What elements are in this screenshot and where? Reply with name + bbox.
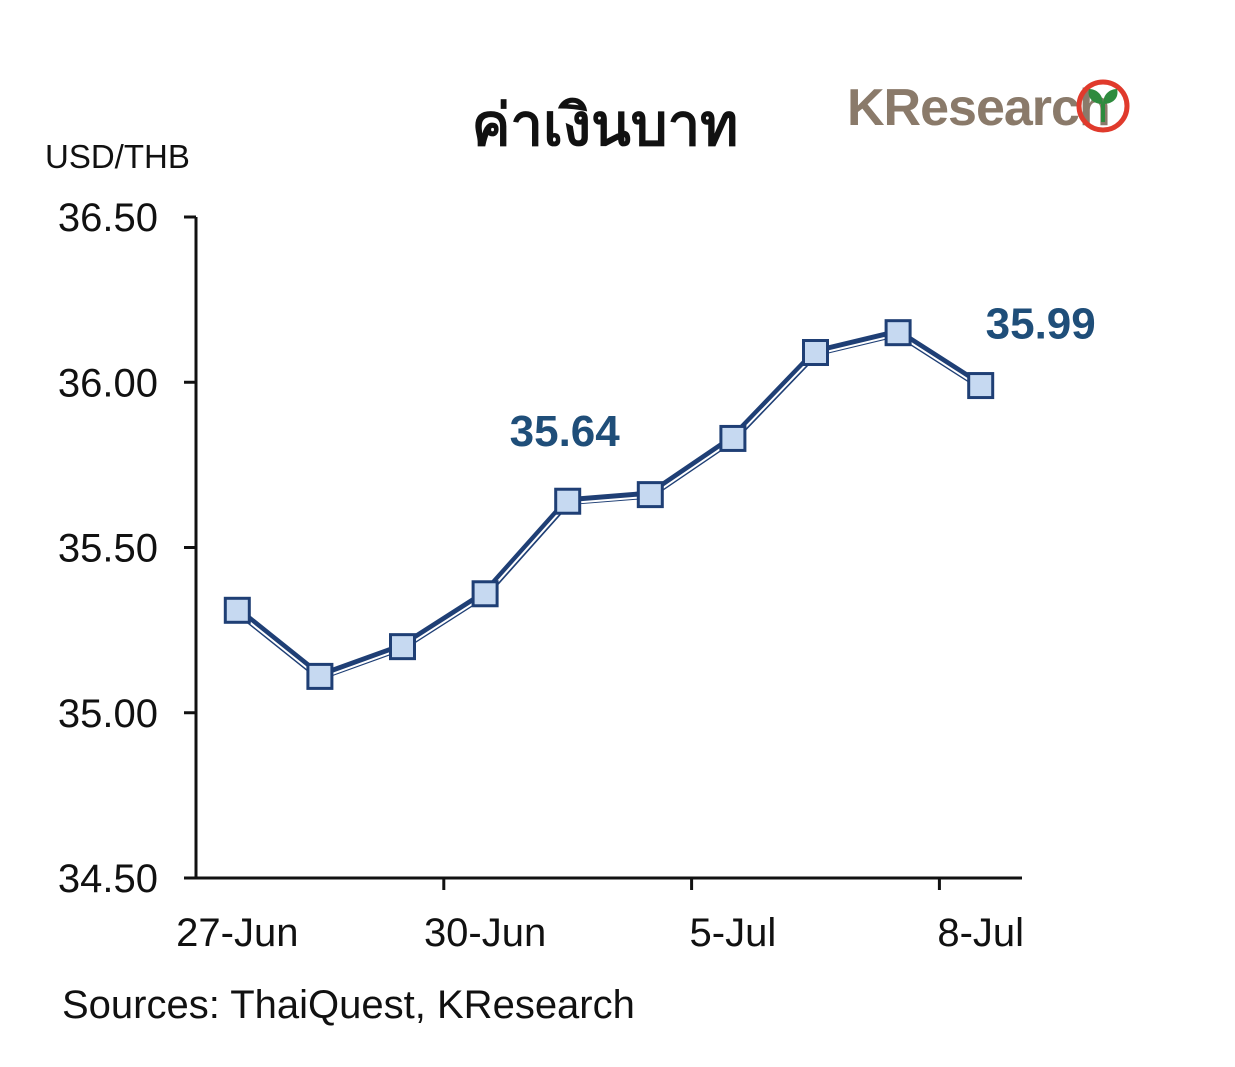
y-tick-label: 35.00 — [58, 692, 158, 736]
chart-title: ค่าเงินบาท — [472, 91, 739, 159]
kresearch-logo: KResearch — [847, 79, 1130, 137]
data-point-marker — [967, 372, 995, 400]
y-tick-label: 36.50 — [58, 196, 158, 240]
data-point-marker — [802, 339, 829, 367]
data-point-marker — [389, 633, 416, 661]
data-callout-label: 35.99 — [986, 300, 1096, 349]
axes: 34.50 35.00 35.50 36.00 36.50 27-Jun 30-Jun 5-J… — [58, 196, 1024, 955]
source-note: Sources: ThaiQuest, KResearch — [62, 983, 635, 1027]
series-layer — [223, 319, 995, 690]
series-line-highlight — [236, 333, 982, 680]
callouts-layer: 35.64 35.99 — [510, 300, 1096, 457]
y-tick-label: 36.00 — [58, 361, 158, 405]
x-tick-label: 8-Jul — [937, 911, 1024, 955]
logo-leaf-icon — [1076, 79, 1130, 133]
logo-text: KResearch — [847, 79, 1110, 137]
data-point-marker — [554, 487, 582, 515]
data-point-marker — [306, 662, 334, 690]
data-point-marker — [884, 319, 912, 347]
x-tick-label: 5-Jul — [690, 911, 777, 955]
data-point-marker — [719, 424, 747, 452]
data-point-marker — [223, 596, 251, 624]
x-tick-label: 30-Jun — [424, 911, 546, 955]
data-point-marker — [636, 481, 664, 509]
series-line — [234, 328, 983, 681]
y-tick-label: 34.50 — [58, 857, 158, 901]
x-tick-label: 27-Jun — [176, 911, 298, 955]
data-point-marker — [471, 580, 499, 608]
data-callout-label: 35.64 — [510, 407, 621, 456]
y-axis-unit-label: USD/THB — [45, 138, 190, 175]
y-tick-label: 35.50 — [58, 527, 158, 571]
